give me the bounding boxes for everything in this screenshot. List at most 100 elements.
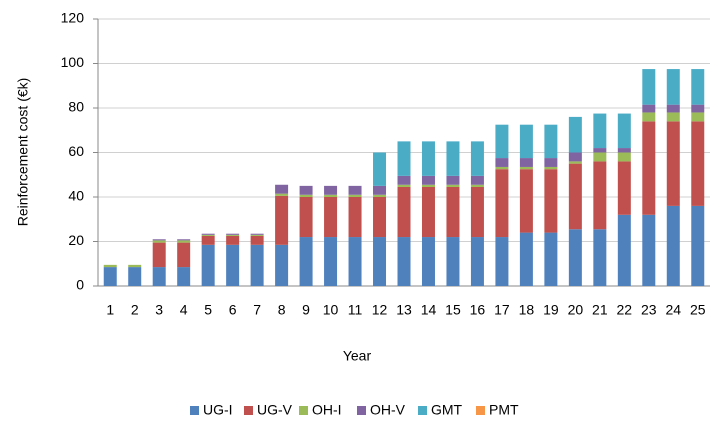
bar-segment [250, 235, 264, 245]
bar-segment [617, 161, 631, 215]
bar-segment [275, 193, 289, 196]
bar-segment [666, 104, 680, 113]
y-tick-label: 120 [61, 10, 85, 26]
bar-segment [495, 124, 509, 159]
bar-segment [275, 195, 289, 245]
bar-segment [421, 186, 435, 238]
x-tick-label: 7 [253, 302, 261, 318]
bar-segment [446, 184, 460, 187]
bar-segment [470, 237, 484, 286]
bar-segment [152, 239, 166, 241]
bar-segment [299, 185, 313, 195]
bar-segment [103, 264, 117, 268]
bar-segment [470, 184, 484, 187]
bar-segment [348, 194, 362, 197]
legend-swatch [418, 406, 427, 415]
bar-segment [470, 186, 484, 238]
bar-segment [324, 194, 338, 197]
bar-segment [421, 184, 435, 187]
x-tick-label: 12 [372, 302, 388, 318]
bar-segment [666, 121, 680, 206]
bar-segment [397, 184, 411, 187]
bar-segment [348, 197, 362, 238]
bar-segment [275, 244, 289, 286]
bar-segment [177, 242, 191, 268]
x-tick-label: 11 [348, 302, 363, 318]
legend-label: UG-I [203, 402, 233, 418]
bar-segment [324, 237, 338, 286]
legend-swatch [190, 406, 199, 415]
x-tick-label: 24 [665, 302, 681, 318]
legend-label: OH-I [312, 402, 342, 418]
bar-segment [593, 148, 607, 153]
bar-segment [593, 152, 607, 162]
x-tick-label: 20 [568, 302, 584, 318]
x-tick-label: 15 [445, 302, 461, 318]
bar-segment [152, 267, 166, 286]
bar-segment [544, 166, 558, 170]
bar-segment [568, 229, 582, 286]
bar-segment [397, 237, 411, 286]
bar-segment [299, 237, 313, 286]
bar-segment [495, 158, 509, 167]
y-tick-label: 60 [68, 143, 84, 159]
legend-swatch [357, 406, 366, 415]
y-tick-label: 100 [61, 54, 85, 70]
y-tick-label: 0 [76, 277, 84, 293]
x-tick-label: 4 [180, 302, 188, 318]
bar-segment [397, 141, 411, 176]
bar-segment [495, 166, 509, 170]
x-tick-label: 18 [519, 302, 535, 318]
bar-segment [348, 237, 362, 286]
bar-segment [201, 244, 215, 286]
y-tick-label: 80 [68, 99, 84, 115]
bar-segment [544, 158, 558, 167]
bar-segment [593, 113, 607, 149]
bar-segment [593, 161, 607, 230]
bar-segment [177, 267, 191, 286]
y-tick-label: 20 [68, 232, 84, 248]
bar-segment [642, 121, 656, 215]
bar-segment [201, 234, 215, 236]
x-tick-label: 10 [323, 302, 339, 318]
bar-segment [446, 175, 460, 185]
x-tick-label: 25 [690, 302, 706, 318]
legend-swatch [476, 406, 485, 415]
bar-segment [397, 186, 411, 238]
x-tick-label: 13 [396, 302, 412, 318]
bar-segment [691, 69, 705, 105]
bar-segment [666, 112, 680, 122]
bar-segment [691, 112, 705, 122]
legend-label: GMT [431, 402, 463, 418]
bar-segment [421, 175, 435, 185]
bar-segment [495, 169, 509, 238]
x-tick-label: 2 [131, 302, 139, 318]
bar-segment [226, 233, 240, 235]
bar-segment [446, 237, 460, 286]
bar-segment [519, 169, 533, 233]
bar-segment [519, 158, 533, 167]
bar-segment [201, 235, 215, 245]
bar-segment [519, 232, 533, 286]
bar-segment [152, 240, 166, 243]
bar-segment [373, 152, 387, 186]
x-tick-label: 23 [641, 302, 657, 318]
x-tick-label: 9 [302, 302, 310, 318]
bar-segment [128, 264, 142, 268]
y-axis-label: Reinforcement cost (€k) [15, 78, 31, 227]
x-tick-label: 17 [494, 302, 510, 318]
bar-segment [103, 267, 117, 286]
bar-segment [226, 244, 240, 286]
bar-segment [691, 104, 705, 113]
bar-segment [568, 116, 582, 153]
bar-segment [373, 185, 387, 195]
x-tick-label: 3 [155, 302, 163, 318]
legend-label: OH-V [370, 402, 406, 418]
x-tick-label: 6 [229, 302, 237, 318]
x-tick-label: 8 [278, 302, 286, 318]
bar-segment [568, 163, 582, 230]
bar-segment [617, 113, 631, 149]
bar-segment [152, 242, 166, 268]
bar-segment [544, 169, 558, 233]
